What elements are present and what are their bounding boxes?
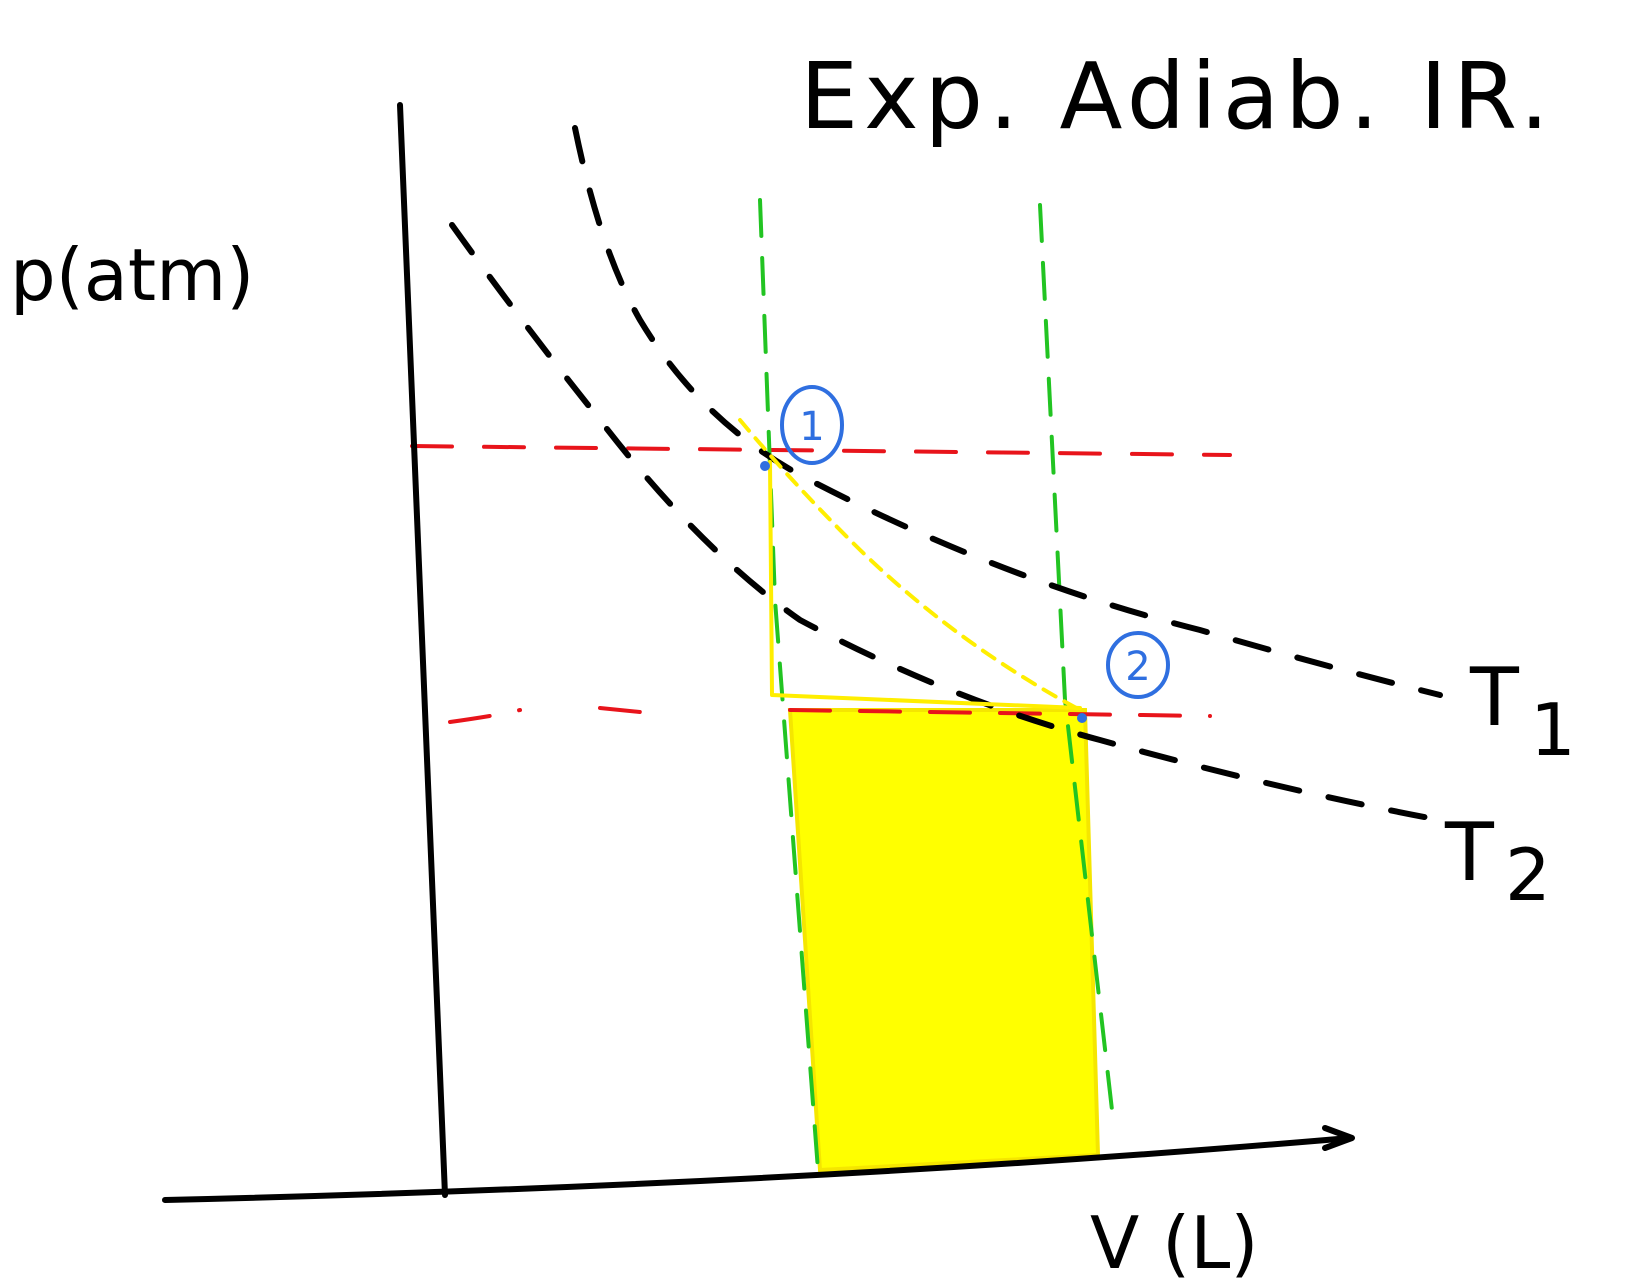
pressure-guide-low [448,706,1212,724]
state-2-label: 2 [1125,644,1150,690]
volume-guide-initial [758,198,820,1172]
state-2-marker: 2 [1077,631,1170,723]
work-area [787,708,1101,1173]
isotherm-t1-symbol: T [1469,651,1520,744]
x-axis [162,1135,1353,1203]
isotherm-t1-subscript: 1 [1530,688,1576,772]
pressure-guide-high [410,444,1232,457]
x-axis-label: V (L) [1090,1201,1258,1285]
reversible-adiabat-path [738,418,1082,712]
isotherm-t2-curve [449,222,1443,823]
isotherm-t1-curve [572,125,1443,698]
irreversible-path [768,460,1082,710]
x-axis-arrow [1322,1125,1355,1151]
isotherm-t2-subscript: 2 [1505,833,1551,917]
diagram-title: Exp. Adiab. IR. [800,43,1555,150]
state-1-marker: 1 [760,385,844,471]
state-1-label: 1 [799,404,824,450]
y-axis [397,102,448,1198]
isotherm-t2-symbol: T [1444,806,1495,899]
isotherm-t2-label: T 2 [1444,806,1551,917]
y-axis-label: p(atm) [10,233,254,317]
isotherm-t1-label: T 1 [1469,651,1576,772]
